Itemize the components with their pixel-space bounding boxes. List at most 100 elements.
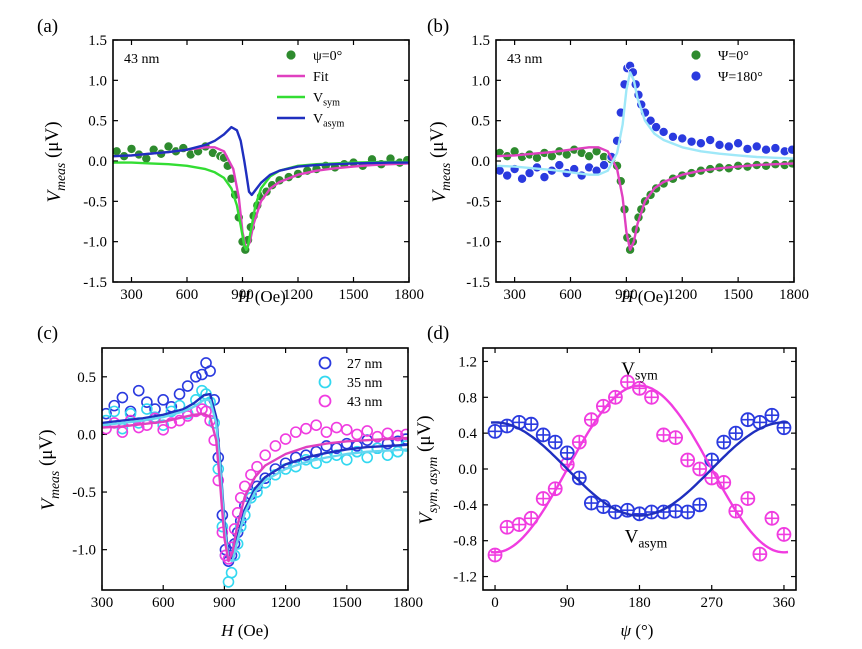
data-point [632, 506, 647, 522]
legend-label: Fit [313, 70, 329, 85]
data-point [330, 421, 343, 434]
y-tick-label: 0.0 [77, 427, 96, 443]
data-point [381, 427, 394, 440]
data-point [733, 138, 744, 149]
legend-label: Vasym [313, 112, 345, 130]
x-tick-label: 900 [615, 287, 638, 303]
data-point [740, 412, 756, 428]
x-axis-label-main: H [620, 287, 635, 306]
legend-entry: 27 nm [318, 356, 383, 372]
y-axis-label-unit: (μV) [42, 121, 63, 162]
x-tick-label: 270 [700, 595, 723, 611]
data-point [200, 405, 212, 418]
data-point [371, 430, 384, 443]
x-axis-label: ψ (°) [621, 621, 654, 640]
legend-entry: Ψ=180° [690, 70, 763, 85]
data-point [680, 452, 696, 468]
data-point [141, 403, 153, 415]
x-tick-label: 360 [773, 595, 796, 611]
legend-label-main: Fit [313, 70, 329, 85]
x-tick-label: 300 [91, 595, 114, 611]
data-point [141, 396, 153, 408]
y-tick-label: -1.5 [83, 275, 107, 291]
panel-label: (c) [37, 323, 58, 344]
x-axis-label-main: H [237, 287, 252, 306]
data-point [173, 388, 186, 400]
legend-swatch [318, 356, 332, 370]
legend-label-main: Ψ=180° [718, 70, 763, 85]
series-fit-43-nm [102, 412, 408, 563]
legend-label: ψ=0° [313, 49, 342, 64]
curve-label-main: V [621, 359, 635, 380]
data-point [668, 503, 684, 519]
data-point [547, 434, 563, 450]
data-point [204, 365, 216, 377]
y-tick-label: 0.0 [88, 154, 107, 170]
data-point [686, 136, 697, 147]
data-point [751, 141, 762, 152]
x-tick-label: 1200 [667, 287, 697, 303]
y-tick-label: -0.8 [453, 534, 477, 550]
data-point [539, 172, 550, 183]
data-point [668, 430, 684, 446]
series-fit-vsym [490, 384, 789, 554]
legend-entry: Ψ=0° [690, 49, 749, 64]
x-tick-label: 1500 [723, 287, 753, 303]
data-point [651, 122, 662, 133]
y-axis-label-main: V [429, 189, 450, 203]
data-point [300, 422, 312, 435]
series-vasym [113, 125, 409, 197]
data-point [584, 151, 595, 162]
y-axis-label: Vmeas (μV) [42, 121, 68, 202]
legend-label: Ψ=180° [718, 70, 763, 85]
x-tick-label: 300 [120, 287, 143, 303]
y-tick-label: 1.0 [471, 73, 490, 89]
legend-label-main: V [313, 91, 323, 106]
x-axis-label: H (Oe) [620, 287, 669, 306]
series-vsym [487, 374, 792, 563]
data-point [523, 416, 539, 432]
x-axis-label-main: H [220, 621, 235, 640]
data-point [391, 429, 404, 442]
y-axis-label-main: V [416, 511, 437, 525]
panel-label: (b) [427, 16, 449, 37]
x-axis-label-main: ψ [621, 621, 632, 640]
legend-entry: Vsym [277, 91, 340, 109]
legend-label-main: Ψ=0° [718, 49, 749, 64]
fit-line [490, 384, 789, 554]
thickness-annotation: 43 nm [507, 52, 543, 67]
data-point [583, 495, 599, 511]
x-axis-label-unit: (Oe) [233, 621, 268, 640]
data-point [157, 424, 169, 436]
data-point [400, 428, 408, 441]
data-point [108, 405, 121, 418]
data-point [517, 173, 528, 184]
data-point [108, 399, 121, 412]
y-tick-label: -1.0 [72, 543, 96, 559]
data-point [361, 451, 374, 464]
y-tick-label: -0.5 [72, 485, 96, 501]
y-axis-label-main: V [44, 189, 65, 203]
legend-swatch [690, 49, 702, 61]
x-tick-label: 90 [560, 595, 575, 611]
data-point [692, 497, 708, 513]
legend-label: 35 nm [347, 376, 383, 391]
x-tick-label: 1200 [271, 595, 301, 611]
data-point [644, 389, 659, 405]
data-point [677, 133, 688, 144]
plot-frame [112, 39, 410, 283]
legend-entry: Fit [277, 70, 329, 85]
data-point [157, 394, 169, 406]
series-fit-vasym [490, 421, 789, 517]
curve-label-sub: asym [638, 535, 667, 550]
data-point [310, 445, 323, 458]
data-point [723, 141, 734, 152]
y-tick-label: -0.4 [453, 498, 477, 514]
y-tick-label: 0.5 [88, 114, 107, 130]
x-tick-label: 1500 [339, 287, 369, 303]
series--180- [496, 60, 794, 184]
data-point [132, 384, 145, 397]
data-point [764, 510, 780, 526]
data-point [225, 566, 238, 579]
curve-label-sub: sym [635, 368, 658, 383]
